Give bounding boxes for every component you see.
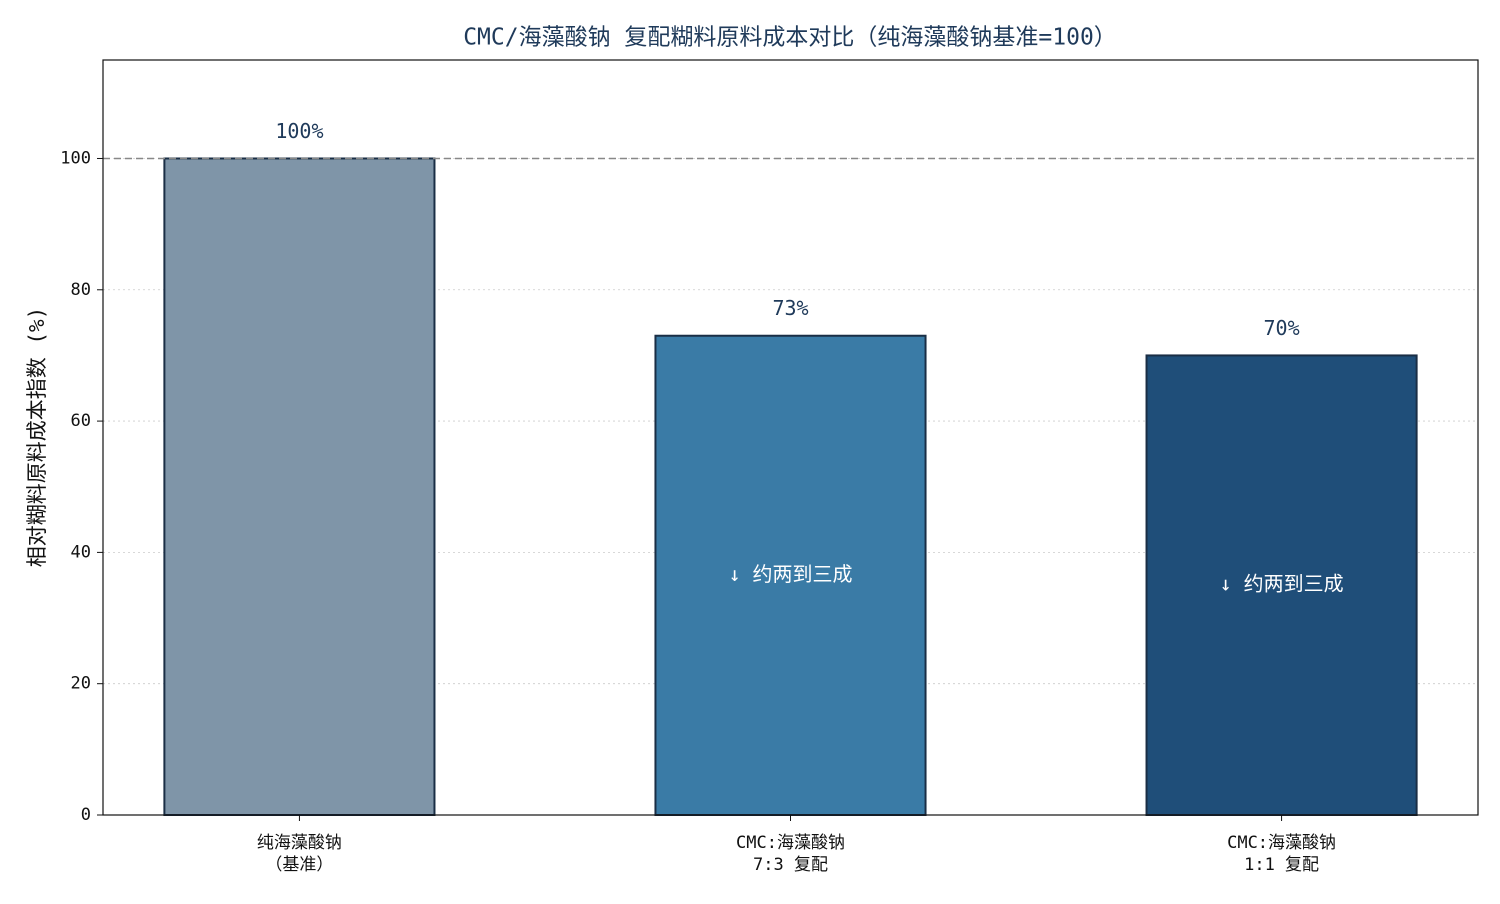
y-tick-label: 60	[71, 411, 91, 431]
bar	[1145, 354, 1418, 816]
x-tick-label-line: CMC:海藻酸钠	[1227, 833, 1336, 853]
y-tick-label: 40	[71, 542, 91, 562]
x-tick-label-line: 7:3 复配	[753, 855, 828, 875]
value-label: 100%	[275, 119, 323, 143]
value-label: 70%	[1264, 316, 1300, 340]
y-tick-label: 20	[71, 674, 91, 694]
bar-annotation: ↓ 约两到三成	[1220, 572, 1344, 596]
y-axis-label: 相对糊料原料成本指数 (%)	[25, 307, 49, 568]
x-tick-label: 纯海藻酸钠（基准）	[257, 833, 342, 875]
x-tick-label-line: 1:1 复配	[1244, 855, 1319, 875]
y-tick-label: 100	[60, 148, 91, 168]
x-tick-label-line: 纯海藻酸钠	[257, 833, 342, 853]
x-tick-label: CMC:海藻酸钠 7:3 复配	[736, 833, 845, 875]
bar	[163, 157, 436, 816]
x-tick-label-line: （基准）	[265, 855, 333, 875]
value-label: 73%	[772, 296, 808, 320]
chart-title: CMC/海藻酸钠 复配糊料原料成本对比（纯海藻酸钠基准=100）	[463, 25, 1117, 51]
x-tick-label: CMC:海藻酸钠 1:1 复配	[1227, 833, 1336, 875]
bar-annotation: ↓ 约两到三成	[728, 562, 852, 586]
bar	[654, 334, 927, 816]
y-tick-label: 0	[81, 805, 91, 825]
plot-frame	[102, 59, 1479, 816]
x-tick-label-line: CMC:海藻酸钠	[736, 833, 845, 853]
y-tick-label: 80	[71, 280, 91, 300]
